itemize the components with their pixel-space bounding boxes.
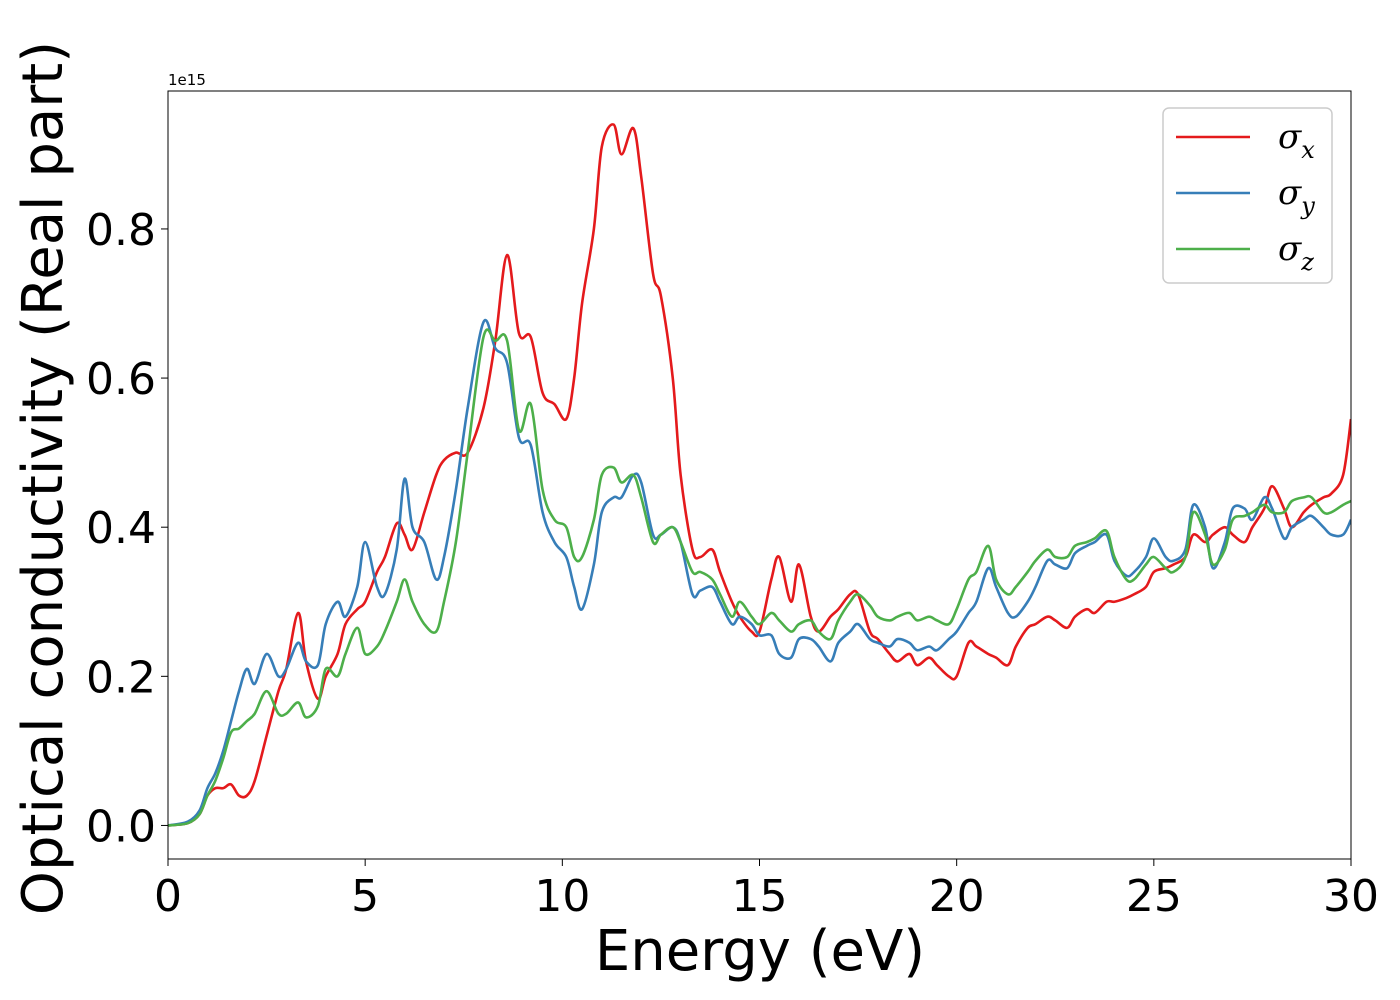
legend-frame xyxy=(1162,107,1333,284)
series-line-z xyxy=(168,328,1351,827)
x-tick-label: 5 xyxy=(351,871,379,922)
x-tick-label: 30 xyxy=(1323,871,1379,922)
y-tick-label: 0.8 xyxy=(86,205,156,256)
y-offset-label: 1e15 xyxy=(168,71,206,89)
series-line-y xyxy=(168,318,1351,827)
x-tick-label: 10 xyxy=(534,871,590,922)
legend-label-z: σz xyxy=(1278,229,1314,276)
y-tick-label: 0.4 xyxy=(86,503,156,554)
series-line-x xyxy=(168,123,1351,827)
x-tick-label: 15 xyxy=(732,871,788,922)
x-tick-label: 0 xyxy=(154,871,182,922)
x-axis-label: Energy (eV) xyxy=(595,919,925,984)
y-tick-label: 0.0 xyxy=(86,801,156,852)
y-axis-label: Optical conductivity (Real part) xyxy=(11,41,76,915)
y-axis: 0.0 0.2 0.4 0.6 0.8 xyxy=(86,205,168,852)
x-tick-label: 20 xyxy=(929,871,985,922)
legend-label-x: σx xyxy=(1278,117,1315,164)
x-tick-label: 25 xyxy=(1126,871,1182,922)
x-axis: 0 5 10 15 20 25 30 xyxy=(154,859,1379,922)
legend-label-y: σy xyxy=(1278,173,1315,220)
y-tick-label: 0.2 xyxy=(86,652,156,703)
legend: σx σy σz xyxy=(1162,107,1333,284)
series-group xyxy=(168,123,1351,827)
y-tick-label: 0.6 xyxy=(86,354,156,405)
